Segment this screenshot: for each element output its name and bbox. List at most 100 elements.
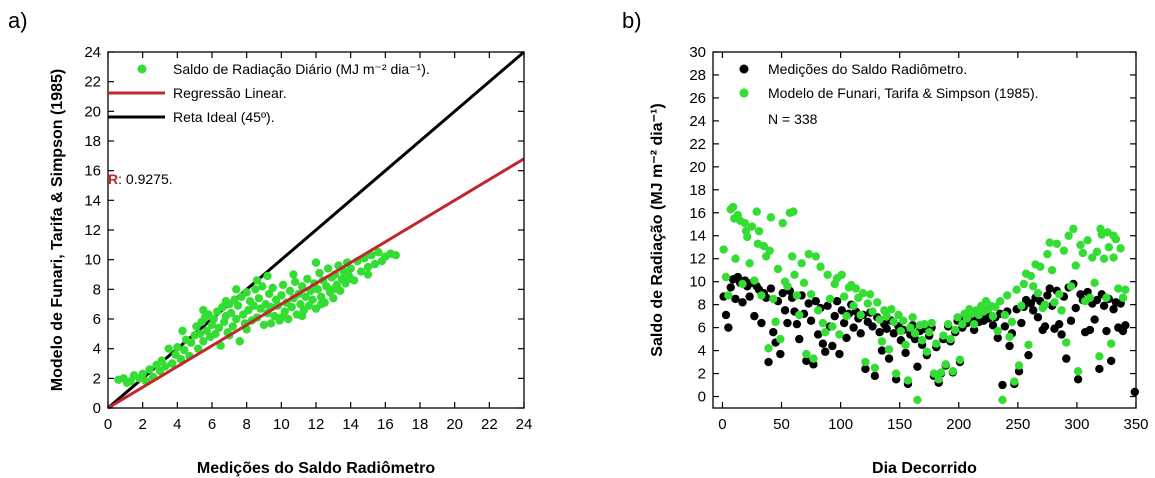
data-point [837, 306, 846, 315]
data-point [823, 270, 832, 279]
data-point [724, 291, 733, 300]
data-point [242, 288, 251, 297]
data-point [849, 301, 858, 310]
data-point [1076, 240, 1085, 250]
data-point [252, 276, 262, 285]
data-point [765, 246, 774, 255]
data-point [289, 270, 298, 279]
data-point [821, 328, 830, 337]
data-point [164, 344, 173, 353]
data-point [1095, 352, 1104, 361]
data-point [946, 334, 955, 344]
r-annotation: R: 0.9275. [108, 171, 173, 187]
data-point [1114, 284, 1123, 293]
data-point [988, 321, 998, 330]
legend-label: Regressão Linear. [173, 85, 287, 101]
y-axis-title: Saldo de Radiação (MJ m⁻² dia⁻¹) [649, 103, 666, 356]
data-point [839, 318, 849, 328]
data-point [887, 305, 896, 314]
data-point [1054, 290, 1064, 299]
data-point [842, 333, 851, 343]
data-point [329, 294, 338, 303]
data-point [851, 284, 861, 293]
x-tick-label: 18 [412, 416, 429, 433]
y-tick-label: 22 [689, 136, 706, 153]
data-point [1005, 341, 1014, 351]
data-point [925, 328, 934, 337]
data-point [363, 270, 373, 279]
data-point [1029, 282, 1038, 291]
data-point [356, 267, 366, 276]
data-point [1026, 299, 1036, 308]
data-point [221, 297, 231, 306]
data-point [837, 270, 846, 279]
x-axis-title: Dia Decorrido [872, 460, 977, 477]
data-point [752, 207, 761, 216]
data-point [1102, 293, 1111, 302]
data-point [884, 345, 894, 354]
panel-label: b) [622, 8, 642, 33]
data-point [783, 282, 792, 291]
data-point [1047, 265, 1057, 275]
legend-marker [739, 64, 749, 74]
data-point [719, 245, 728, 254]
data-point [1071, 303, 1080, 313]
data-point [1099, 301, 1109, 310]
data-point [178, 326, 187, 336]
data-point [948, 367, 958, 376]
data-point [724, 323, 733, 332]
data-point [1109, 231, 1118, 240]
x-axis-title: Medições do Saldo Radiômetro [197, 460, 435, 477]
data-point [1066, 316, 1076, 325]
data-point [903, 376, 913, 385]
data-point [875, 328, 884, 337]
y-tick-label: 14 [84, 192, 101, 209]
data-point [849, 323, 858, 332]
y-tick-label: 14 [689, 228, 706, 245]
data-point [856, 310, 865, 320]
data-point [731, 254, 740, 263]
data-point [323, 264, 333, 273]
data-point [899, 316, 908, 325]
data-point [771, 317, 780, 327]
data-point [1040, 322, 1050, 331]
data-point [721, 272, 731, 282]
data-point [936, 368, 946, 377]
y-tick-label: 24 [84, 44, 101, 61]
data-point [1130, 387, 1140, 397]
data-point [868, 322, 877, 331]
data-point [856, 329, 865, 338]
data-point [1106, 339, 1116, 348]
panel-label: a) [8, 8, 28, 33]
data-point [750, 311, 759, 321]
data-point [747, 222, 757, 231]
data-point [806, 316, 816, 325]
data-point [214, 323, 224, 333]
y-tick-label: 18 [84, 133, 101, 150]
data-point [806, 290, 816, 299]
x-tick-label: 100 [828, 416, 853, 433]
y-tick-label: 30 [689, 44, 706, 61]
data-point [721, 310, 731, 320]
data-point [753, 239, 763, 248]
data-point [1066, 282, 1076, 291]
data-point [969, 325, 979, 335]
data-point [266, 319, 276, 328]
y-tick-label: 8 [698, 297, 706, 314]
y-tick-label: 10 [689, 274, 706, 291]
data-point [769, 294, 778, 304]
data-point [284, 314, 293, 324]
data-point [363, 262, 373, 272]
data-point [329, 285, 338, 294]
x-tick-label: 12 [308, 416, 325, 433]
data-point [263, 271, 272, 281]
data-point [818, 339, 828, 348]
y-tick-label: 28 [689, 67, 706, 84]
data-point [953, 313, 962, 322]
data-point [1121, 321, 1130, 330]
data-point [167, 359, 177, 368]
data-point [232, 285, 241, 294]
x-tick-label: 16 [377, 416, 394, 433]
data-point [1045, 238, 1054, 247]
data-point [882, 311, 891, 321]
